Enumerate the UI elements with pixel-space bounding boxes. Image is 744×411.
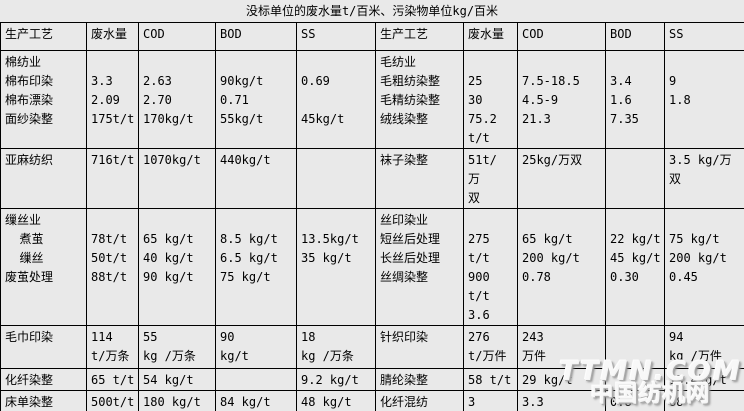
process-cell: 腈纶染整 bbox=[375, 368, 464, 391]
value-cell: 25 30 75.2 t/t bbox=[463, 50, 518, 149]
value-cell: 54 kg/t bbox=[138, 368, 216, 391]
value-cell bbox=[296, 148, 376, 209]
value-cell: 0.8 bbox=[605, 390, 665, 411]
value-cell: 90 kg/t bbox=[215, 325, 297, 369]
value-cell: 65 t/t bbox=[86, 368, 139, 391]
value-cell: 58 t/t bbox=[463, 368, 518, 391]
column-header-cod-right: COD bbox=[517, 22, 606, 51]
value-cell: 440kg/t bbox=[215, 148, 297, 209]
value-cell: 65 kg/t 200 kg/t 0.78 bbox=[517, 208, 606, 326]
value-cell: 243 万件 bbox=[517, 325, 606, 369]
value-cell: 114 t/万条 bbox=[86, 325, 139, 369]
process-cell: 床单染整 bbox=[0, 390, 87, 411]
process-cell: 针织印染 bbox=[375, 325, 464, 369]
value-cell: 51t/ 万 双 bbox=[463, 148, 518, 209]
value-cell: 9.2 kg/t bbox=[296, 368, 376, 391]
table-row: 毛巾印染 114 t/万条 55 kg /万条 90 kg/t 18 kg /万… bbox=[0, 325, 744, 369]
table-row: 缫丝业 煮茧 缫丝 废茧处理 78t/t 50t/t 88t/t 65 kg/t… bbox=[0, 208, 744, 326]
table-row: 亚麻纺织 716t/t 1070kg/t 440kg/t 袜子染整 51t/ 万… bbox=[0, 148, 744, 209]
value-cell: 13.5kg/t 35 kg/t bbox=[296, 208, 376, 326]
value-cell: 716t/t bbox=[86, 148, 139, 209]
value-cell: 180 kg/t bbox=[138, 390, 216, 411]
value-cell: 65 kg/t 40 kg/t 90 kg/t bbox=[138, 208, 216, 326]
value-cell bbox=[605, 368, 665, 391]
data-table: 生产工艺 废水量 COD BOD SS 生产工艺 废水量 COD BOD SS … bbox=[0, 22, 744, 411]
header-row: 生产工艺 废水量 COD BOD SS 生产工艺 废水量 COD BOD SS bbox=[0, 22, 744, 51]
value-cell: 18 kg /万条 bbox=[296, 325, 376, 369]
value-cell: 3 bbox=[463, 390, 518, 411]
value-cell: 22 kg/t 45 kg/t 0.30 bbox=[605, 208, 665, 326]
value-cell: 7.5-18.5 4.5-9 21.3 bbox=[517, 50, 606, 149]
value-cell: 3.5 kg/万双 bbox=[664, 148, 744, 209]
process-cell: 棉纺业 棉布印染 棉布漂染 面纱染整 bbox=[0, 50, 87, 149]
value-cell: 1070kg/t bbox=[138, 148, 216, 209]
process-cell: 毛巾印染 bbox=[0, 325, 87, 369]
value-cell: 2.63 2.70 170kg/t bbox=[138, 50, 216, 149]
value-cell: 3.4 1.6 7.35 bbox=[605, 50, 665, 149]
value-cell: 75 kg/t 200 kg/t 0.45 bbox=[664, 208, 744, 326]
value-cell: 500t/t bbox=[86, 390, 139, 411]
column-header-bod-right: BOD bbox=[605, 22, 665, 51]
process-cell: 丝印染业 短丝后处理 长丝后处理 丝绸染整 bbox=[375, 208, 464, 326]
value-cell: 3.3 bbox=[517, 390, 606, 411]
value-cell bbox=[605, 325, 665, 369]
table-row: 化纤染整 65 t/t 54 kg/t 9.2 kg/t 腈纶染整 58 t/t… bbox=[0, 368, 744, 391]
value-cell: 276 t/万件 bbox=[463, 325, 518, 369]
value-cell: 84 kg/t bbox=[215, 390, 297, 411]
value-cell: 55 kg /万条 bbox=[138, 325, 216, 369]
process-cell: 化纤染整 bbox=[0, 368, 87, 391]
column-header-wastewater-right: 废水量 bbox=[463, 22, 518, 51]
value-cell: 13.4kg/t bbox=[664, 368, 744, 391]
process-cell: 化纤混纺 bbox=[375, 390, 464, 411]
process-cell: 缫丝业 煮茧 缫丝 废茧处理 bbox=[0, 208, 87, 326]
value-cell: 8.5 kg/t 6.5 kg/t 75 kg/t bbox=[215, 208, 297, 326]
column-header-ss-right: SS bbox=[664, 22, 744, 51]
value-cell bbox=[605, 148, 665, 209]
process-cell: 毛纺业 毛粗纺染整 毛精纺染整 绒线染整 bbox=[375, 50, 464, 149]
value-cell: 90kg/t 0.71 55kg/t bbox=[215, 50, 297, 149]
value-cell: 3.3 2.09 175t/t bbox=[86, 50, 139, 149]
column-header-process-right: 生产工艺 bbox=[375, 22, 464, 51]
value-cell bbox=[215, 368, 297, 391]
value-cell: 9 1.8 bbox=[664, 50, 744, 149]
process-cell: 袜子染整 bbox=[375, 148, 464, 209]
value-cell: 94 kg /万件 bbox=[664, 325, 744, 369]
process-cell: 亚麻纺织 bbox=[0, 148, 87, 209]
column-header-wastewater-left: 废水量 bbox=[86, 22, 139, 51]
column-header-cod-left: COD bbox=[138, 22, 216, 51]
value-cell: 0.69 45kg/t bbox=[296, 50, 376, 149]
value-cell: 25kg/万双 bbox=[517, 148, 606, 209]
value-cell: 88 bbox=[664, 390, 744, 411]
column-header-ss-left: SS bbox=[296, 22, 376, 51]
value-cell: 29 kg/t bbox=[517, 368, 606, 391]
column-header-process-left: 生产工艺 bbox=[0, 22, 87, 51]
table-row: 棉纺业 棉布印染 棉布漂染 面纱染整 3.3 2.09 175t/t 2.63 … bbox=[0, 50, 744, 149]
value-cell: 78t/t 50t/t 88t/t bbox=[86, 208, 139, 326]
table-row: 床单染整 500t/t 180 kg/t 84 kg/t 48 kg/t 化纤混… bbox=[0, 390, 744, 411]
value-cell: 275 t/t 900 t/t 3.6 bbox=[463, 208, 518, 326]
column-header-bod-left: BOD bbox=[215, 22, 297, 51]
page-title: 没标单位的废水量t/百米、污染物单位kg/百米 bbox=[245, 4, 499, 18]
value-cell: 48 kg/t bbox=[296, 390, 376, 411]
